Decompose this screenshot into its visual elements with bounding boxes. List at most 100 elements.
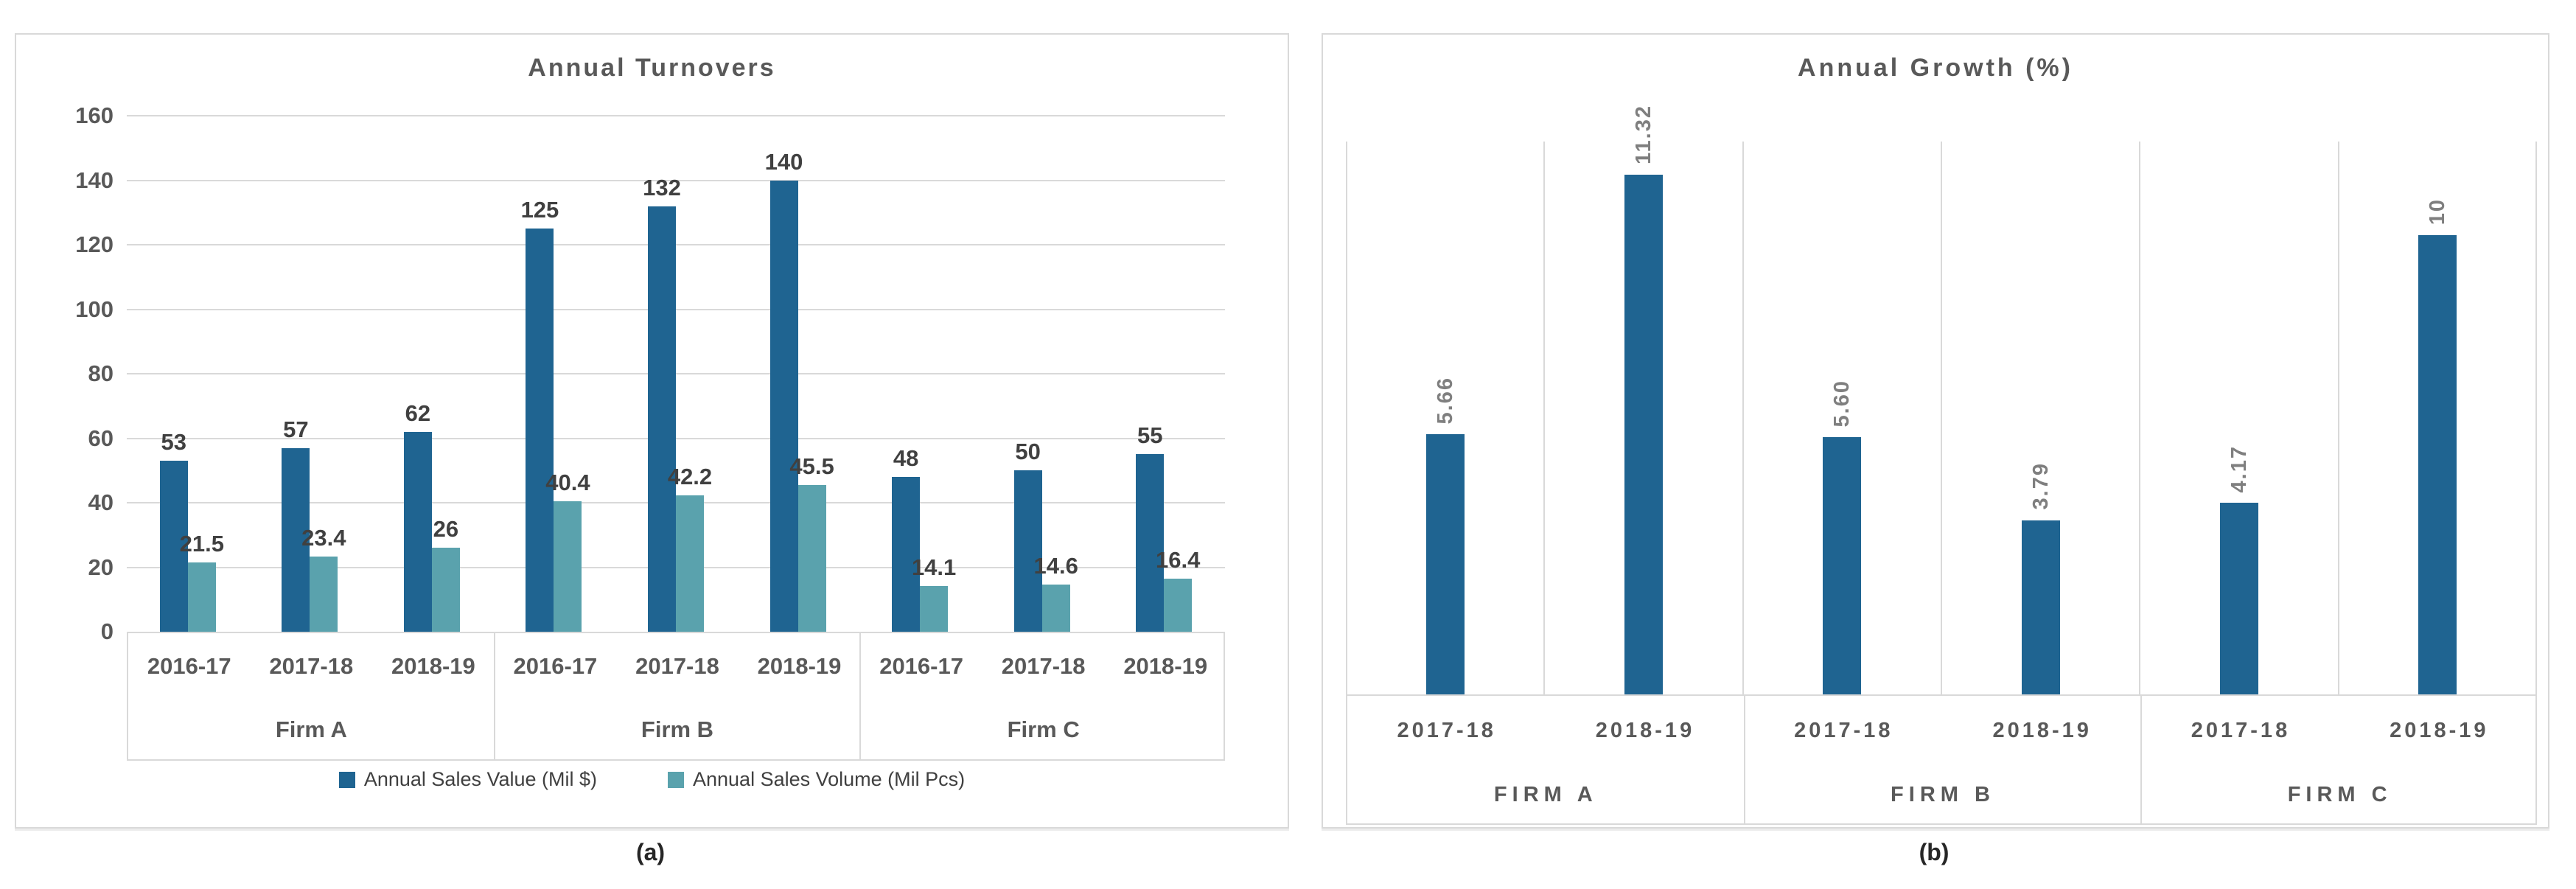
gridline-x-2 [1742,142,1744,694]
x-label-year: 2018-19 [1123,653,1208,679]
gridline-y-60 [127,437,1225,439]
gridline-x-4 [2139,142,2141,694]
chart-a-plot-area: 53 21.5 57 23.4 62 26 125 40.4 132 42.2 140 45.5 48 1… [127,115,1225,632]
x-label-year: 2017-18 [1001,653,1086,679]
y-tick-80: 80 [88,360,114,386]
y-tick-100: 100 [75,296,114,322]
firm-divider [859,633,862,759]
caption-a: (a) [635,839,666,865]
bar-sales-value [648,206,676,632]
data-label-volume: 40.4 [545,470,590,496]
x-label-year: 2016-17 [513,653,598,679]
x-label-year: 2017-18 [1794,719,1893,742]
data-label-value: 132 [643,174,681,201]
data-label-volume: 14.6 [1033,553,1078,579]
chart-annual-turnovers-panel: Annual Turnovers 0 20 40 60 80 100 120 140 160 5… [15,33,1289,829]
bar-sales-value [769,180,798,632]
bar-growth [2021,520,2060,694]
bar-growth [1624,174,1663,694]
data-label-growth: 10 [2426,198,2450,226]
gridline-x-5 [2337,142,2339,694]
y-tick-20: 20 [88,554,114,580]
gridline-y-100 [127,308,1225,310]
bar-sales-value [159,461,188,632]
bar-sales-value [892,477,921,632]
gridline-y-120 [127,244,1225,245]
data-label-value: 53 [161,429,187,456]
bar-growth [2418,235,2457,694]
bar-sales-volume [1164,579,1193,632]
data-label-volume: 23.4 [301,524,346,551]
gridline-y-80 [127,373,1225,374]
bar-growth [1425,434,1465,694]
data-label-value: 57 [283,416,309,442]
data-label-value: 48 [893,445,919,471]
x-label-year: 2016-17 [147,653,231,679]
x-label-year: 2017-18 [1397,719,1496,742]
x-label-year: 2016-17 [879,653,963,679]
data-label-volume: 45.5 [789,453,834,479]
x-label-firm: FIRM C [2287,783,2392,806]
bar-sales-value [282,447,310,632]
bar-sales-volume [187,562,216,632]
x-label-firm: Firm A [275,717,347,742]
data-label-value: 140 [764,148,803,175]
gridline-y-160 [127,115,1225,116]
data-label-volume: 26 [433,516,459,543]
data-label-volume: 16.4 [1156,547,1201,574]
sales-volume-swatch-icon [668,771,684,788]
bar-sales-volume [1041,585,1070,632]
bar-growth [1823,437,1862,694]
gridline-x-3 [1941,142,1942,694]
data-label-volume: 14.1 [911,554,957,581]
chart-b-x-axis-table: 2017-18 2018-19 2017-18 2018-19 2017-18 2018-… [1346,694,2537,825]
x-label-firm: FIRM B [1891,783,1995,806]
legend-item-sales-volume: Annual Sales Volume (Mil Pcs) [668,768,965,791]
gridline-x-1 [1543,142,1546,694]
x-label-firm: Firm C [1007,717,1080,742]
data-label-growth: 11.32 [1632,104,1655,164]
bar-sales-value [1136,454,1165,632]
x-label-year: 2018-19 [2390,719,2489,742]
chart-a-legend: Annual Sales Value (Mil $) Annual Sales … [16,768,1288,791]
data-label-growth: 4.17 [2227,444,2251,493]
y-tick-160: 160 [75,102,114,128]
data-label-growth: 5.60 [1830,379,1854,428]
data-label-value: 55 [1137,422,1163,449]
x-label-year: 2017-18 [635,653,719,679]
x-label-year: 2018-19 [1992,719,2092,742]
gridline-x-6 [2535,142,2537,694]
firm-divider [1743,696,1745,823]
bar-sales-value [1013,470,1042,632]
data-label-growth: 3.79 [2028,462,2053,510]
chart-a-title: Annual Turnovers [528,54,776,82]
y-tick-140: 140 [75,167,114,193]
chart-annual-growth-panel: Annual Growth (%) 5.66 11.32 5.60 3.79 4.17 1… [1322,33,2549,829]
gridline-x-0 [1346,142,1347,694]
bar-sales-volume [920,586,949,632]
x-label-year: 2017-18 [2191,719,2291,742]
legend-item-sales-value: Annual Sales Value (Mil $) [338,768,597,791]
data-label-volume: 21.5 [179,530,224,557]
x-label-year: 2018-19 [757,653,842,679]
bar-sales-volume [676,495,704,632]
data-label-growth: 5.66 [1433,376,1457,425]
y-tick-40: 40 [88,489,114,515]
x-label-year: 2018-19 [391,653,475,679]
x-label-firm: Firm B [640,717,714,742]
caption-b: (b) [1919,839,1950,865]
bar-sales-volume [431,548,460,632]
chart-b-title: Annual Growth (%) [1798,54,2073,82]
bar-sales-volume [554,501,582,632]
data-label-value: 50 [1015,439,1041,465]
bar-growth [2220,503,2258,694]
chart-a-x-axis-table: 2016-17 2017-18 2018-19 2016-17 2017-18 2018-… [127,632,1225,761]
firm-divider [493,633,495,759]
x-label-firm: FIRM A [1493,783,1598,806]
data-label-volume: 42.2 [667,464,713,490]
gridline-y-140 [127,179,1225,181]
data-label-value: 62 [405,400,431,426]
x-label-year: 2017-18 [269,653,354,679]
bar-sales-value [526,229,554,632]
